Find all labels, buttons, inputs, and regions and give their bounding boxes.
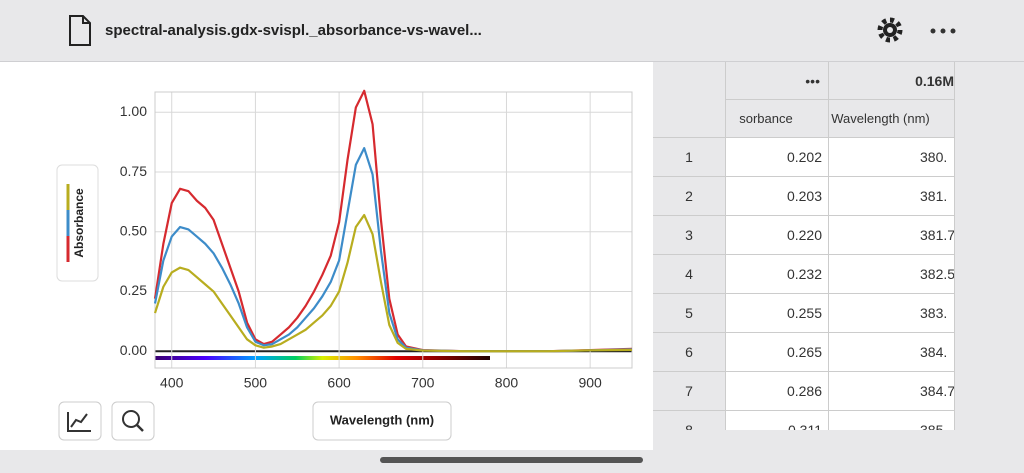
x-tick-label: 400 [160, 375, 184, 391]
row-number: 6 [653, 333, 726, 372]
table-cell: 0.203 [726, 177, 829, 216]
row-number: 4 [653, 255, 726, 294]
table-cell: 381.7 [829, 216, 955, 255]
column-header: Wavelength (nm) [829, 100, 955, 138]
zoom-button[interactable] [111, 401, 155, 441]
more-button[interactable] [930, 28, 956, 34]
x-tick-label: 500 [244, 375, 268, 391]
table-cell: 0.311 [726, 411, 829, 430]
x-tick-label: 700 [411, 375, 435, 391]
table-cell: 385. [829, 411, 955, 430]
table-cell: 383. [829, 294, 955, 333]
table-cell: 0.220 [726, 216, 829, 255]
table-cell: 380. [829, 138, 955, 177]
home-indicator [380, 457, 643, 463]
spectrum-bar [155, 356, 490, 360]
plot-frame [154, 91, 633, 369]
corner [653, 62, 726, 138]
file-icon [69, 15, 91, 46]
data-line [153, 213, 633, 353]
row-number: 7 [653, 372, 726, 411]
column-header: sorbance [726, 100, 829, 138]
table-cell: 384.7 [829, 372, 955, 411]
table-cell: 0.202 [726, 138, 829, 177]
table-cell: 0.232 [726, 255, 829, 294]
file-title: spectral-analysis.gdx-svispl._absorbance… [105, 22, 482, 39]
x-tick-label: 900 [578, 375, 602, 391]
table-cell: 0.286 [726, 372, 829, 411]
data-table: ••• 0.16M sorbance Wavelength (nm) 1 0.202 380… [653, 62, 955, 430]
y-tick-label: 1.00 [120, 103, 147, 119]
table-cell: 382.5 [829, 255, 955, 294]
table-cell: 384. [829, 333, 955, 372]
row-number: 5 [653, 294, 726, 333]
group-header: 0.16M [829, 62, 955, 100]
data-line [153, 89, 633, 353]
y-tick-label: 0.00 [120, 342, 147, 358]
table-cell: 0.265 [726, 333, 829, 372]
y-tick-label: 0.75 [120, 163, 147, 179]
legend-label: Absorbance [72, 188, 86, 258]
row-number: 2 [653, 177, 726, 216]
top-bar: spectral-analysis.gdx-svispl._absorbance… [0, 0, 1024, 62]
x-tick-label: 600 [327, 375, 351, 391]
row-number: 8 [653, 411, 726, 430]
table-cell: 0.255 [726, 294, 829, 333]
x-axis-button[interactable] [312, 401, 452, 441]
x-tick-label: 800 [495, 375, 519, 391]
zoom-icon [122, 410, 140, 428]
table-cell: 381. [829, 177, 955, 216]
row-number: 1 [653, 138, 726, 177]
x-axis-label: Wavelength (nm) [330, 412, 434, 427]
y-tick-label: 0.25 [120, 282, 147, 298]
group-menu: ••• [726, 62, 829, 100]
y-tick-label: 0.50 [120, 222, 147, 238]
chart: Wavelength (nm) Absorbance 0.00 0.25 0.50 0… [0, 62, 653, 450]
row-number: 3 [653, 216, 726, 255]
settings-button[interactable] [877, 17, 903, 43]
top-icons [69, 15, 956, 46]
graph-icon [67, 412, 91, 432]
